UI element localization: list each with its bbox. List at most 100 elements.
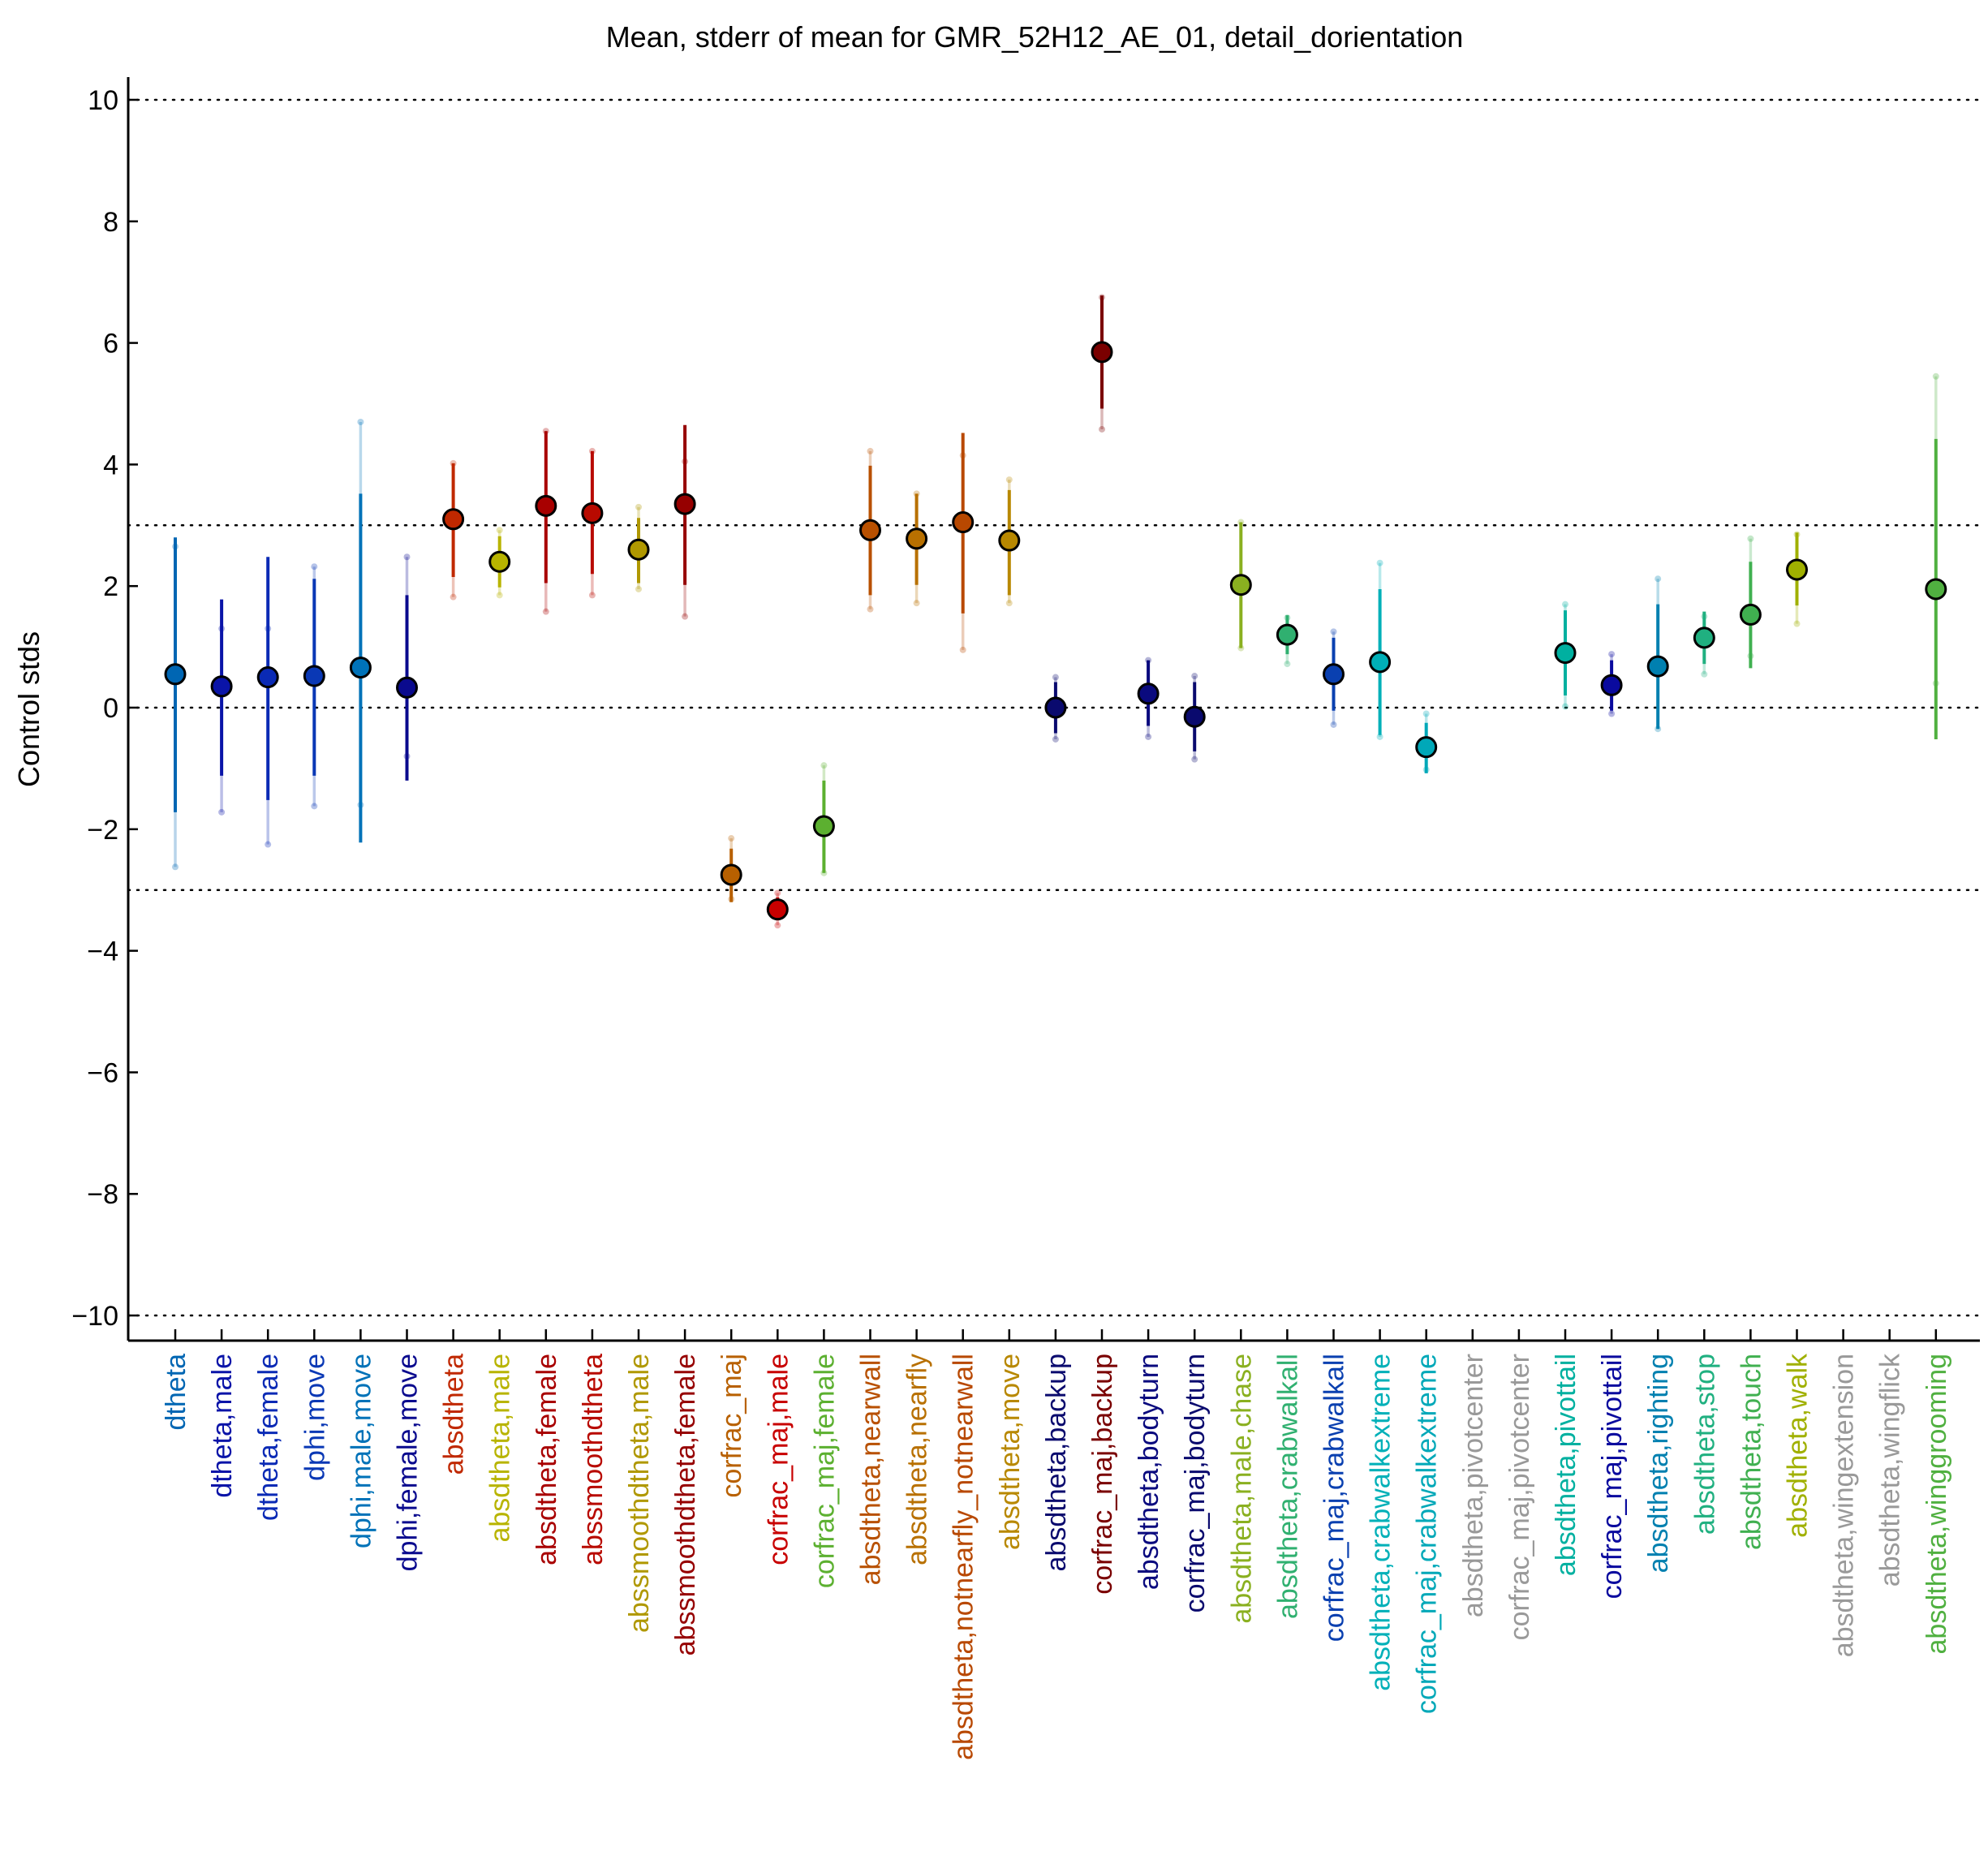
mean-point	[210, 675, 233, 698]
mean-point	[1276, 623, 1298, 646]
mean-point	[859, 519, 881, 541]
sample-range-end	[588, 592, 596, 599]
mean-point	[349, 657, 372, 679]
mean-point	[1229, 574, 1252, 596]
mean-point	[256, 666, 279, 689]
sample-range-end	[1052, 735, 1059, 743]
y-tick-label: 6	[103, 329, 118, 360]
category-label: absdtheta,crabwalkextreme	[1366, 1354, 1396, 1691]
category-label: absdtheta,move	[995, 1354, 1026, 1550]
mean-point	[1323, 663, 1345, 686]
mean-point	[442, 508, 465, 531]
category-label: abssmoothdtheta,female	[670, 1354, 701, 1655]
y-axis-label: Control stds	[12, 631, 45, 787]
category-label: dtheta	[161, 1354, 191, 1431]
sample-range-end	[311, 803, 318, 810]
sample-range-end	[682, 613, 689, 620]
y-tick-label: −2	[87, 815, 118, 846]
category-label: absdtheta,wingflick	[1875, 1353, 1906, 1587]
category-label: absdtheta,pivottail	[1551, 1354, 1581, 1576]
sample-range-end	[1608, 710, 1616, 717]
sample-range-end	[172, 863, 179, 871]
sample-range-end	[1191, 673, 1198, 680]
sample-range-end	[1793, 620, 1801, 627]
y-tick-label: 2	[103, 571, 118, 602]
y-tick-label: 10	[88, 85, 118, 116]
mean-point	[488, 550, 511, 573]
category-label: corfrac_maj,crabwalkextreme	[1412, 1354, 1443, 1714]
sample-range-end	[1747, 535, 1754, 542]
sample-range-end	[403, 553, 411, 561]
sample-range-end	[1562, 601, 1568, 608]
sample-range-end	[867, 605, 874, 613]
y-tick-label: −8	[87, 1179, 118, 1210]
y-tick-label: −4	[87, 936, 118, 967]
mean-point	[164, 663, 187, 686]
category-label: dtheta,male	[207, 1354, 238, 1498]
sample-range-end	[635, 585, 642, 592]
error-bars	[172, 294, 1939, 929]
y-tick-label: 4	[103, 450, 118, 480]
category-label: corfrac_maj,backup	[1087, 1354, 1118, 1595]
sample-range-end	[1330, 721, 1337, 728]
mean-point	[535, 494, 557, 517]
sample-range-end	[496, 527, 503, 534]
sample-range-end	[1422, 710, 1430, 717]
mean-point	[1925, 578, 1947, 601]
mean-point	[1137, 682, 1160, 705]
sample-range-end	[1284, 661, 1291, 668]
category-label: absdtheta,touch	[1736, 1354, 1766, 1550]
y-tick-label: −6	[87, 1057, 118, 1088]
sample-range-end	[913, 600, 920, 607]
category-label: absdtheta,nearwall	[856, 1354, 887, 1585]
mean-point	[396, 676, 418, 699]
y-ticks: −10 −8 −6 −4 −2 0 2 4 6 8 10	[71, 85, 138, 1332]
category-label: dphi,male,move	[346, 1354, 377, 1548]
category-label: absdtheta,wingextension	[1829, 1354, 1860, 1657]
mean-point	[720, 863, 742, 886]
mean-point	[581, 502, 604, 524]
mean-point	[1091, 341, 1113, 364]
mean-point	[1183, 705, 1206, 728]
mean-point	[1693, 626, 1715, 649]
mean-point	[812, 815, 835, 837]
mean-point	[303, 665, 325, 687]
mean-point	[766, 898, 789, 921]
sample-range-end	[1608, 651, 1616, 658]
sample-range-end	[1562, 703, 1568, 710]
sample-range-end	[1099, 425, 1105, 433]
category-label: absdtheta,winggrooming	[1921, 1354, 1952, 1654]
axes	[127, 77, 1980, 1342]
category-label: absdtheta,stop	[1689, 1354, 1720, 1535]
chart-title: Mean, stderr of mean for GMR_52H12_AE_01…	[606, 20, 1464, 54]
mean-point	[1554, 642, 1577, 665]
y-tick-label: 8	[103, 207, 118, 238]
sample-range-end	[265, 841, 272, 848]
category-label: dphi,move	[299, 1354, 330, 1481]
sample-range-end	[774, 889, 781, 897]
mean-point	[952, 511, 975, 534]
sample-range-end	[311, 563, 318, 570]
mean-point	[1600, 674, 1623, 696]
category-label: absdtheta,notnearfly_notnearwall	[949, 1354, 979, 1760]
sample-range-end	[1932, 372, 1939, 380]
mean-point	[673, 493, 696, 515]
sample-range-end	[357, 418, 364, 425]
category-label: abssmoothdtheta,male	[624, 1354, 655, 1633]
sample-range-end	[450, 593, 457, 601]
sample-range-end	[1376, 559, 1383, 566]
sample-range-end	[774, 922, 781, 929]
mean-markers	[164, 341, 1947, 921]
sample-range-end	[496, 592, 503, 599]
mean-point	[1739, 603, 1762, 626]
sample-range-end	[1330, 628, 1337, 635]
category-label: absdtheta,bodyturn	[1134, 1354, 1164, 1590]
category-label: absdtheta,nearfly	[902, 1354, 933, 1565]
sample-range-end	[542, 608, 549, 615]
mean-point	[1044, 696, 1067, 719]
sample-range-end	[867, 447, 874, 454]
mean-point	[1786, 558, 1808, 581]
category-label: absdtheta,crabwalkall	[1272, 1354, 1303, 1619]
sample-range-end	[1005, 476, 1013, 484]
category-label: corfrac_maj,crabwalkall	[1319, 1354, 1350, 1642]
